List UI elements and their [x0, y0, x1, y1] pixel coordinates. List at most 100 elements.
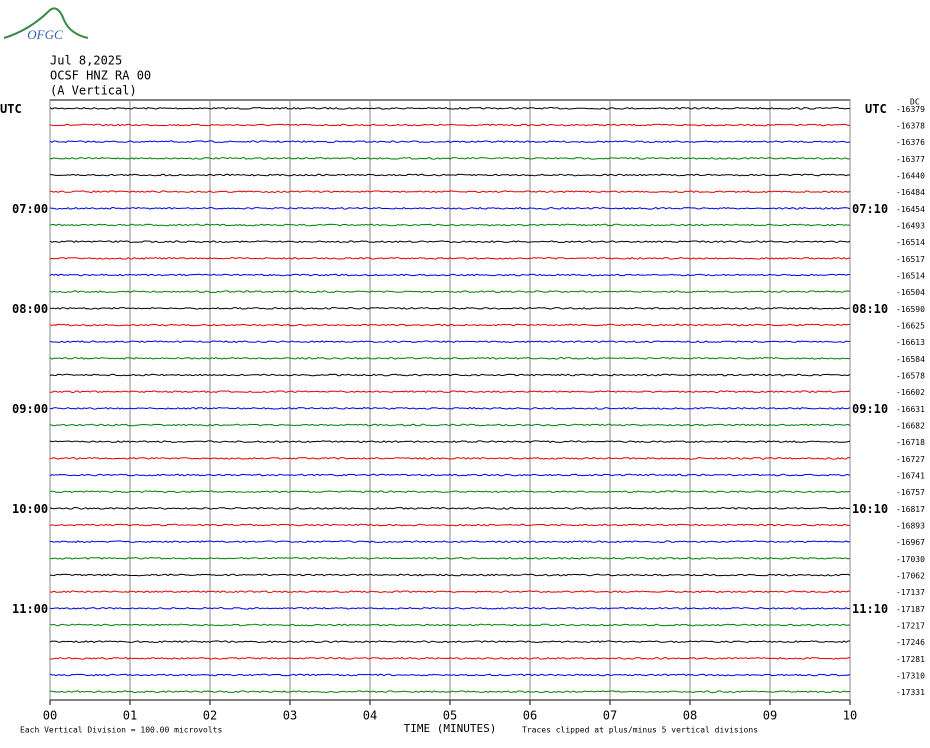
trace-offset: -16514: [896, 272, 925, 281]
trace: [49, 640, 851, 644]
trace: [49, 573, 851, 577]
trace: [49, 356, 851, 360]
trace-offset: -16578: [896, 372, 925, 381]
x-tick-label: 06: [523, 709, 537, 723]
trace-offset: -16504: [896, 288, 925, 297]
date: Jul 8,2025: [50, 54, 122, 68]
trace: [49, 240, 851, 244]
logo-arc: [3, 7, 89, 39]
trace-offset: -16376: [896, 138, 925, 147]
trace: [49, 540, 851, 544]
trace-offset: -17310: [896, 672, 925, 681]
left-time-label: 09:00: [12, 402, 48, 416]
trace: [49, 206, 851, 210]
left-time-label: 11:00: [12, 602, 48, 616]
right-time-label: 07:10: [852, 202, 888, 216]
trace: [49, 673, 851, 677]
right-time-label: UTC: [865, 102, 887, 116]
x-tick-label: 09: [763, 709, 777, 723]
trace-offset: -17030: [896, 555, 925, 564]
trace-offset: -16493: [896, 222, 925, 231]
trace: [49, 290, 851, 294]
trace-offset: -16893: [896, 522, 925, 531]
right-time-label: 11:10: [852, 602, 888, 616]
trace: [49, 440, 851, 444]
trace-offset: -16625: [896, 322, 925, 331]
trace: [49, 106, 851, 110]
logo-text: OFGC: [27, 27, 63, 42]
trace-offset: -16514: [896, 238, 925, 247]
x-tick-label: 05: [443, 709, 457, 723]
trace-offset: -17246: [896, 638, 925, 647]
trace: [50, 556, 851, 560]
trace: [49, 506, 850, 510]
trace: [49, 490, 851, 494]
trace-offset: -16377: [896, 155, 925, 164]
x-tick-label: 08: [683, 709, 697, 723]
trace-offset: -16757: [896, 488, 925, 497]
trace: [49, 590, 851, 594]
trace-offset: -16718: [896, 438, 925, 447]
trace: [49, 690, 851, 694]
trace: [49, 140, 851, 144]
trace-offset: -16484: [896, 188, 925, 197]
right-time-label: 10:10: [852, 502, 888, 516]
trace: [49, 156, 851, 160]
trace: [49, 456, 851, 460]
trace: [49, 373, 851, 377]
trace-offset: -16590: [896, 305, 925, 314]
trace-offset: -16602: [896, 388, 925, 397]
left-time-label: 08:00: [12, 302, 48, 316]
trace-offset: -17217: [896, 622, 925, 631]
x-axis-label: TIME (MINUTES): [404, 722, 497, 735]
clip-note: Traces clipped at plus/minus 5 vertical …: [522, 726, 758, 735]
x-tick-label: 01: [123, 709, 137, 723]
trace-offset: -17062: [896, 572, 925, 581]
trace-offset: -16584: [896, 355, 925, 364]
trace: [49, 256, 851, 260]
left-time-label: UTC: [0, 102, 22, 116]
trace: [49, 340, 851, 344]
x-tick-label: 07: [603, 709, 617, 723]
trace-offset: -16967: [896, 538, 925, 547]
left-time-label: 07:00: [12, 202, 48, 216]
trace-offset: -16454: [896, 205, 925, 214]
trace: [49, 173, 851, 177]
x-tick-label: 00: [43, 709, 57, 723]
x-tick-label: 10: [843, 709, 857, 723]
trace-offset: -16440: [896, 172, 925, 181]
trace: [50, 406, 851, 410]
right-time-label: 09:10: [852, 402, 888, 416]
scale-note: Each Vertical Division = 100.00 microvol…: [20, 726, 222, 735]
component: (A Vertical): [50, 84, 137, 98]
right-time-label: 08:10: [852, 302, 888, 316]
trace: [49, 606, 851, 610]
trace: [49, 323, 851, 327]
trace: [49, 123, 850, 127]
trace-offset: -16682: [896, 422, 925, 431]
left-time-label: 10:00: [12, 502, 48, 516]
trace-offset: -17281: [896, 655, 925, 664]
trace: [49, 273, 851, 277]
trace-offset: -16378: [896, 122, 925, 131]
trace: [49, 523, 851, 527]
trace: [49, 423, 851, 427]
trace: [49, 306, 851, 310]
trace-offset: -16741: [896, 472, 925, 481]
trace: [49, 656, 851, 660]
trace: [49, 223, 851, 227]
trace: [49, 190, 851, 194]
x-tick-label: 03: [283, 709, 297, 723]
trace-offset: -16379: [896, 105, 925, 114]
trace-offset: -17187: [896, 605, 925, 614]
x-tick-label: 04: [363, 709, 377, 723]
trace-offset: -16613: [896, 338, 925, 347]
trace-offset: -16817: [896, 505, 925, 514]
trace-offset: -16727: [896, 455, 925, 464]
trace-offset: -17331: [896, 688, 925, 697]
trace: [49, 390, 851, 394]
station: OCSF HNZ RA 00: [50, 69, 151, 83]
trace: [49, 473, 851, 477]
